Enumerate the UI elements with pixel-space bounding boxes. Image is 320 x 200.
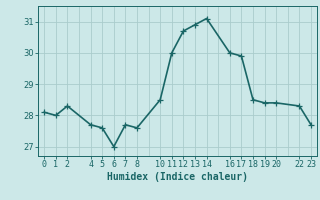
X-axis label: Humidex (Indice chaleur): Humidex (Indice chaleur) xyxy=(107,172,248,182)
